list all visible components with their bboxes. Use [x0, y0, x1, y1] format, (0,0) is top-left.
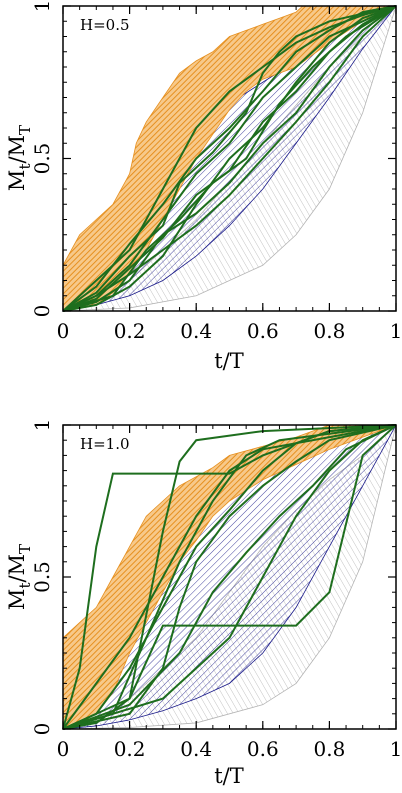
y-tick-label: 0: [30, 305, 54, 318]
y-tick-label: 1: [30, 0, 54, 12]
series-line-5: [62, 424, 397, 730]
series-line-5: [62, 5, 397, 312]
series-line-8: [62, 424, 397, 730]
y-tick-label: 0.5: [30, 143, 54, 175]
series-line-9: [62, 5, 397, 312]
series-layer: [62, 424, 397, 730]
series-line-1: [62, 5, 397, 312]
annotation-label: H=1.0: [80, 435, 130, 453]
series-line-2: [62, 5, 397, 312]
series-line-6: [62, 424, 397, 730]
y-axis-title: Mt/MT: [5, 544, 34, 610]
x-tick-label: 0.8: [313, 737, 345, 761]
y-tick-label: 1: [30, 419, 54, 432]
ticks-layer: 0 0.2 0.4 0.6 0.8 1 0 0.5 1: [30, 0, 402, 343]
chart-panel-bottom: 0 0.2 0.4 0.6 0.8 1 0 0.5 1 H=1.0 t/T Mt/MT: [5, 419, 402, 788]
series-line-7: [62, 424, 397, 730]
x-tick-label: 0: [57, 737, 70, 761]
x-axis-title: t/T: [214, 764, 244, 788]
series-layer: [62, 5, 397, 312]
x-tick-label: 0.2: [114, 319, 146, 343]
orange-band: [62, 424, 397, 730]
series-line-3: [62, 424, 397, 730]
series-line-8: [62, 5, 397, 312]
x-tick-label: 0.4: [180, 319, 212, 343]
ticks-layer: 0 0.2 0.4 0.6 0.8 1 0 0.5 1: [30, 419, 402, 761]
x-tick-label: 0: [57, 319, 70, 343]
x-axis-title: t/T: [214, 349, 244, 373]
x-tick-label: 0.6: [247, 737, 279, 761]
x-tick-label: 0.4: [180, 737, 212, 761]
x-tick-label: 1: [390, 319, 402, 343]
x-tick-label: 0.2: [114, 737, 146, 761]
series-line-6: [62, 5, 397, 312]
y-tick-label: 0: [30, 723, 54, 736]
series-line-9: [62, 424, 397, 730]
x-tick-label: 0.6: [247, 319, 279, 343]
chart-panel-top: 0 0.2 0.4 0.6 0.8 1 0 0.5 1 H=0.5 t/T Mt/MT: [5, 0, 402, 373]
x-tick-label: 1: [390, 737, 402, 761]
x-tick-label: 0.8: [313, 319, 345, 343]
y-tick-label: 0.5: [30, 561, 54, 593]
annotation-label: H=0.5: [80, 16, 130, 34]
y-axis-title: Mt/MT: [5, 125, 34, 191]
